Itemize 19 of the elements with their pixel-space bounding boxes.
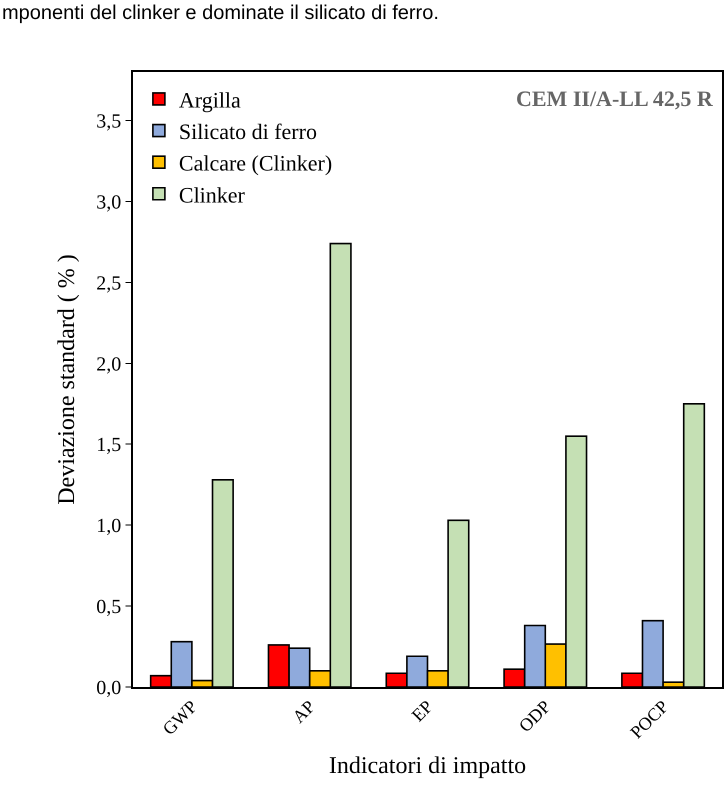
y-tick-label: 2,0 — [96, 353, 122, 376]
y-tick-label: 1,5 — [96, 434, 122, 456]
x-tick-label: AP — [288, 696, 319, 727]
y-tick-label: 3,0 — [96, 191, 122, 214]
annotation: CEM II/A-LL 42,5 R — [516, 86, 714, 111]
x-tick-label: EP — [408, 696, 437, 726]
y-tick-label: 2,5 — [96, 272, 122, 294]
text: mponenti del clinker e dominate il silicato di ferro. — [2, 2, 439, 24]
y-tick-label: 3,5 — [96, 110, 122, 133]
x-tick-label: ODP — [514, 696, 554, 736]
legend-label: Clinker — [178, 182, 246, 208]
y-tick-label: 1,0 — [96, 515, 122, 538]
x-axis-title: Indicatori di impatto — [328, 753, 526, 780]
legend-label: Silicato di ferro — [178, 119, 317, 144]
y-axis-title: Deviazione standard ( % ) — [54, 254, 80, 505]
y-tick-label: 0,0 — [96, 677, 122, 699]
legend-label: Calcare (Clinker) — [178, 150, 332, 176]
legend-label: Argilla — [178, 88, 242, 113]
y-tick-label: 0,5 — [96, 596, 122, 618]
